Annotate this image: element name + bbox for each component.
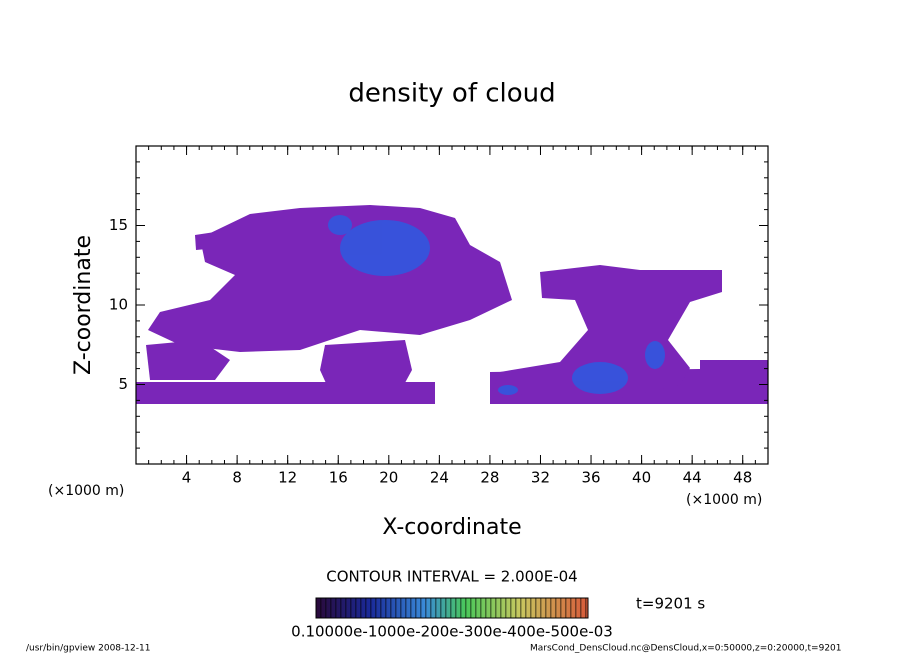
x-unit-label: (×1000 m) [48,483,124,499]
footer-left: /usr/bin/gpview 2008-12-11 [26,644,150,654]
x-tick-label: 48 [733,469,752,487]
y-tick-label: 5 [118,375,128,393]
x-tick-label: 16 [329,469,348,487]
x-axis-label: X-coordinate [382,515,521,540]
y-axis-label: Z-coordinate [71,235,96,375]
colorbar-labels: 0.10000e-1000e-200e-300e-400e-500e-03 [291,623,613,641]
y-tick-label: 15 [109,216,128,234]
time-label: t=9201 s [636,595,705,613]
chart-title: density of cloud [348,79,555,109]
x-tick-label: 24 [430,469,449,487]
cloud-peaks [328,215,665,395]
x-tick-label: 20 [379,469,398,487]
x-unit-label: (×1000 m) [686,492,762,508]
x-tick-label: 36 [581,469,600,487]
x-tick-label: 32 [531,469,550,487]
x-tick-label: 28 [480,469,499,487]
contour-interval: CONTOUR INTERVAL = 2.000E-04 [326,568,577,586]
x-tick-label: 4 [182,469,192,487]
x-tick-label: 12 [278,469,297,487]
cloud-field [136,205,768,404]
y-tick-label: 10 [109,296,128,314]
x-tick-label: 8 [232,469,242,487]
x-tick-label: 40 [632,469,651,487]
x-tick-label: 44 [683,469,702,487]
footer-right: MarsCond_DensCloud.nc@DensCloud,x=0:5000… [530,644,842,654]
colorbar-stripes [316,598,588,618]
